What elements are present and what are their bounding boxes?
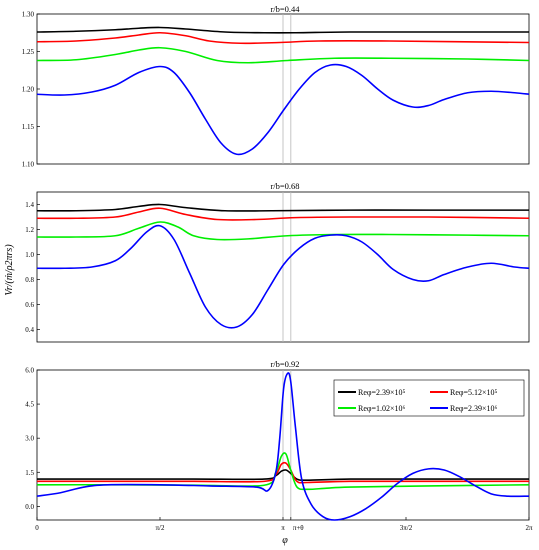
panel-1-yticks: 1.10 1.15 1.20 1.25 1.30 (22, 11, 40, 169)
panel-3-ytick-label-2: 3.0 (25, 435, 34, 443)
legend-label-3: Reφ=2.39×10⁶ (450, 404, 498, 413)
panel-3-series-0-line (37, 469, 529, 482)
panel-1-title: r/b=0.44 (270, 4, 300, 14)
panel-3-yticks: 0.0 1.5 3.0 4.5 6.0 (25, 367, 40, 511)
legend: Reφ=2.39×10⁵ Reφ=5.12×10⁵ Reφ=1.02×10⁶ R… (333, 379, 525, 417)
panel-2-ytick-label-4: 1.2 (25, 226, 34, 234)
panel-2-vlines (282, 192, 292, 342)
panel-3-series (36, 372, 530, 521)
xtick-label-2: π (281, 524, 285, 532)
x-axis-label: φ (282, 535, 288, 546)
panel-1-ytick-label-1: 1.15 (22, 123, 35, 131)
panel-3-vlines (282, 370, 292, 520)
panel-1-vlines (282, 14, 292, 164)
legend-label-1: Reφ=5.12×10⁵ (450, 388, 498, 397)
panel-2-yticks: 0.4 0.6 0.8 1.0 1.2 1.4 (25, 201, 40, 334)
panel-2-series-1-line (36, 207, 530, 221)
xtick-label-5: 2π (525, 524, 533, 532)
panel-2-ytick-label-2: 0.8 (25, 276, 34, 284)
panel-1-series-2-line (36, 46, 530, 64)
panel-2-ytick-label-5: 1.4 (25, 201, 34, 209)
panel-1-ytick-label-4: 1.30 (22, 11, 35, 19)
xtick-label-1: π/2 (156, 524, 165, 532)
panel-1: r/b=0.44 1.10 1.15 1.20 1.25 1.30 (22, 4, 530, 169)
panel-1-ytick-label-0: 1.10 (22, 161, 35, 169)
panel-2-ytick-label-3: 1.0 (25, 251, 34, 259)
xtick-label-4: 3π/2 (400, 524, 413, 532)
panel-3-ytick-label-4: 6.0 (25, 367, 34, 375)
xtick-label-0: 0 (35, 524, 39, 532)
panel-1-series-1-line (36, 31, 530, 45)
panel-2-series-2-line (36, 221, 530, 241)
panel-1-series-0-line (36, 26, 529, 34)
panel-3-ytick-label-1: 1.5 (25, 469, 34, 477)
legend-label-0: Reφ=2.39×10⁵ (358, 388, 406, 397)
panel-3: r/b=0.92 0.01.53.04.56.0 0 π/2 π π+θ 3π/2 2π … (25, 359, 533, 546)
y-axis-label: Vr/(ṁ/ρ2πrs) (4, 244, 15, 296)
panel-3-series-3-line (36, 372, 530, 521)
panel-1-series (36, 26, 530, 156)
panel-3-series-1-line (37, 461, 529, 484)
panel-2-ytick-label-0: 0.4 (25, 326, 34, 334)
panel-1-series-3-line (36, 63, 530, 156)
xtick-label-3: π+θ (293, 524, 304, 532)
panel-1-ytick-label-3: 1.25 (22, 48, 35, 56)
panel-2: r/b=0.68 0.4 0.6 0.8 1.0 1.2 1.4 Vr/(ṁ/ρ2πrs) (4, 181, 530, 343)
legend-box (333, 379, 525, 417)
panel-2-title: r/b=0.68 (270, 181, 299, 191)
panel-3-ytick-label-0: 0.0 (25, 503, 34, 511)
panel-3-ytick-label-3: 4.5 (25, 401, 34, 409)
panel-2-series-0-line (36, 203, 529, 212)
panel-2-ytick-label-1: 0.6 (25, 301, 34, 309)
panel-2-series-3-line (36, 224, 530, 329)
legend-label-2: Reφ=1.02×10⁶ (358, 404, 406, 413)
panel-1-ytick-label-2: 1.20 (22, 86, 35, 94)
panel-2-series (36, 203, 530, 329)
panel-3-xticks: 0 π/2 π π+θ 3π/2 2π (35, 517, 533, 532)
panel-3-title: r/b=0.92 (270, 359, 299, 369)
